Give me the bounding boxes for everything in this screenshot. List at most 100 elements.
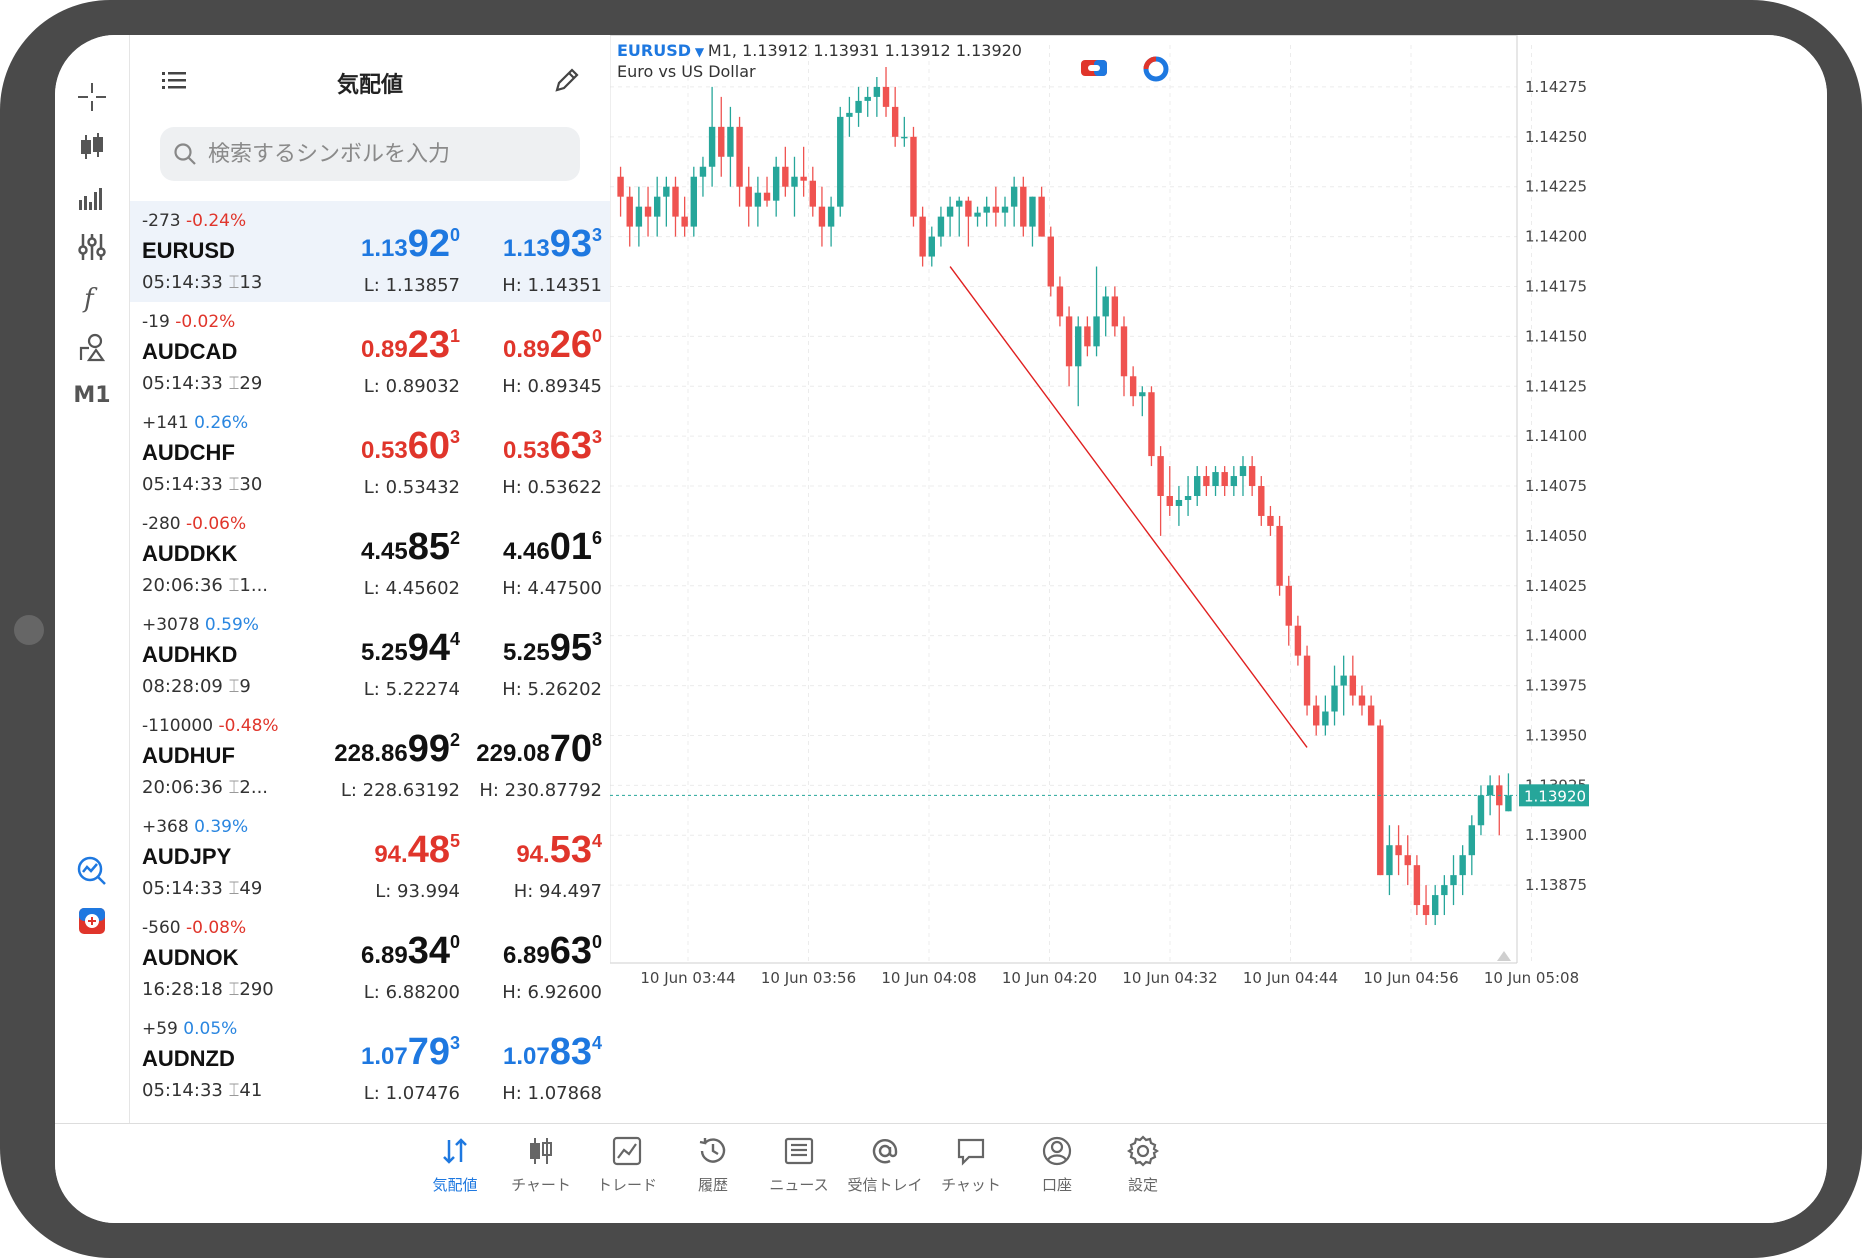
- home-button[interactable]: [14, 615, 44, 645]
- tab-chart[interactable]: チャート: [491, 1134, 591, 1195]
- change-points: +3078: [142, 615, 200, 635]
- bid-price: 4.45852: [361, 526, 460, 569]
- bid-last: 0: [449, 932, 460, 952]
- tab-label: 設定: [1127, 1176, 1158, 1194]
- high-price: H: 94.497: [513, 881, 602, 902]
- timeframe-button[interactable]: M1: [73, 382, 111, 408]
- change-percent: -0.24%: [186, 211, 247, 231]
- tab-trade[interactable]: トレード: [577, 1134, 677, 1195]
- candle-body: [1148, 392, 1155, 457]
- ask-price: 4.46016: [503, 526, 602, 569]
- candlestick-icon[interactable]: [55, 125, 129, 169]
- candle-body: [1322, 711, 1329, 726]
- edit-pencil-icon[interactable]: [552, 65, 582, 95]
- candle-body: [928, 236, 935, 257]
- bid-big: 60: [407, 425, 450, 467]
- quote-row[interactable]: +368 0.39% AUDJPY 05:14:33 ⌶49 94.485 94.534…: [130, 807, 610, 908]
- chart-toolbar: f M1: [55, 35, 130, 1123]
- candle-body: [727, 126, 734, 157]
- bid-last: 3: [449, 1033, 460, 1053]
- function-icon[interactable]: f: [55, 275, 129, 319]
- chart-symbol[interactable]: EURUSD: [617, 41, 692, 60]
- low-price: L: 5.22274: [363, 679, 460, 700]
- quote-row[interactable]: -273 -0.24% EURUSD 05:14:33 ⌶13 1.13920 1.13…: [130, 201, 610, 302]
- tab-mail[interactable]: 受信トレイ: [835, 1134, 935, 1195]
- settings-icon: [1127, 1135, 1159, 1167]
- trade-icon: [612, 1136, 642, 1166]
- candle-body: [1450, 875, 1457, 886]
- candle-body: [1267, 515, 1274, 526]
- price-axis-label: 1.14075: [1525, 477, 1587, 495]
- tab-label: 受信トレイ: [847, 1176, 923, 1194]
- candle-body: [937, 216, 945, 237]
- quote-change: -19 -0.02%: [142, 312, 235, 332]
- list-menu-icon[interactable]: [160, 67, 188, 95]
- tab-news[interactable]: ニュース: [749, 1134, 849, 1195]
- ask-prefix: 229.08: [476, 740, 550, 767]
- candle-body: [736, 126, 743, 187]
- quote-time: 05:14:33 ⌶41: [142, 1080, 262, 1101]
- candle-body: [745, 186, 752, 207]
- candle-body: [772, 166, 780, 201]
- candle-body: [718, 126, 725, 157]
- symbol-search-box[interactable]: [160, 127, 580, 181]
- quote-row[interactable]: +59 0.05% AUDNZD 05:14:33 ⌶41 1.07793 1.0783…: [130, 1009, 610, 1110]
- quote-row[interactable]: -560 -0.08% AUDNOK 16:28:18 ⌶290 6.89340 6.8…: [130, 908, 610, 1009]
- candle-body: [1340, 675, 1347, 686]
- quote-change: +368 0.39%: [142, 817, 248, 837]
- chart-ohlc: M1, 1.13912 1.13931 1.13912 1.13920: [707, 41, 1022, 60]
- chart-header: EURUSD ▼ M1, 1.13912 1.13931 1.13912 1.1…: [617, 41, 1022, 60]
- objects-icon[interactable]: [55, 325, 129, 369]
- candle-body: [1102, 296, 1109, 317]
- app-screen: f M1 気配値 -273 -0.24%EURU: [55, 35, 1827, 1223]
- time-axis-label: 10 Jun 04:08: [881, 969, 976, 987]
- tab-history[interactable]: 履歴: [663, 1134, 763, 1195]
- ask-last: 6: [591, 528, 602, 548]
- tab-label: 口座: [1041, 1176, 1072, 1194]
- search-input[interactable]: [206, 140, 570, 168]
- tab-label: 気配値: [432, 1176, 478, 1194]
- chart-icon: [530, 1138, 552, 1164]
- candle-body: [1020, 186, 1027, 227]
- bid-last: 3: [449, 427, 460, 447]
- ask-big: 93: [549, 223, 592, 265]
- bid-price: 5.25944: [361, 627, 460, 670]
- quote-row[interactable]: +3078 0.59% AUDHKD 08:28:09 ⌶9 5.25944 5.259…: [130, 605, 610, 706]
- time-axis-label: 10 Jun 03:56: [761, 969, 856, 987]
- signals-icon[interactable]: [55, 849, 129, 893]
- bid-big: 79: [407, 1031, 450, 1073]
- price-axis-label: 1.14100: [1525, 427, 1587, 445]
- ask-big: 53: [549, 829, 592, 871]
- tab-quotes[interactable]: 気配値: [405, 1134, 505, 1195]
- price-chart[interactable]: 1.14275 1.14250 1.14225 1.14200 1.14175 1.141…: [610, 35, 1827, 1123]
- candle-body: [1056, 286, 1064, 317]
- depth-of-market-icon[interactable]: [1142, 56, 1170, 82]
- tick-time: 20:06:36: [142, 777, 223, 798]
- chart-canvas[interactable]: 1.14275 1.14250 1.14225 1.14200 1.14175 1.141…: [610, 35, 1827, 1123]
- candle-body: [1377, 725, 1384, 876]
- quote-row[interactable]: -19 -0.02% AUDCAD 05:14:33 ⌶29 0.89231 0.892…: [130, 302, 610, 403]
- quote-change: +141 0.26%: [142, 413, 248, 433]
- tab-settings[interactable]: 設定: [1093, 1134, 1193, 1195]
- sliders-icon[interactable]: [55, 225, 129, 269]
- price-axis-label: 1.14225: [1525, 178, 1587, 196]
- time-axis-label: 10 Jun 04:32: [1122, 969, 1217, 987]
- tab-account[interactable]: 口座: [1007, 1134, 1107, 1195]
- one-click-panel-icon[interactable]: [1080, 58, 1108, 78]
- quote-row[interactable]: +141 0.26% AUDCHF 05:14:33 ⌶30 0.53603 0.536…: [130, 403, 610, 504]
- tab-label: チャット: [941, 1176, 1001, 1194]
- crosshair-icon[interactable]: [55, 75, 129, 119]
- change-points: -110000: [142, 716, 214, 736]
- one-click-trading-icon[interactable]: [55, 899, 129, 943]
- candle-body: [690, 176, 698, 227]
- candle-body: [1157, 456, 1164, 496]
- tab-chat[interactable]: チャット: [921, 1134, 1021, 1195]
- ask-prefix: 94.: [516, 841, 550, 868]
- indicators-icon[interactable]: [55, 175, 129, 219]
- candle-body: [1001, 206, 1009, 213]
- quote-row[interactable]: -280 -0.06% AUDDKK 20:06:36 ⌶1... 4.45852 4.…: [130, 504, 610, 605]
- ask-price: 5.25953: [503, 627, 602, 670]
- high-price: H: 0.89345: [502, 376, 602, 397]
- quote-row[interactable]: -110000 -0.48% AUDHUF 20:06:36 ⌶2... 228.86…: [130, 706, 610, 807]
